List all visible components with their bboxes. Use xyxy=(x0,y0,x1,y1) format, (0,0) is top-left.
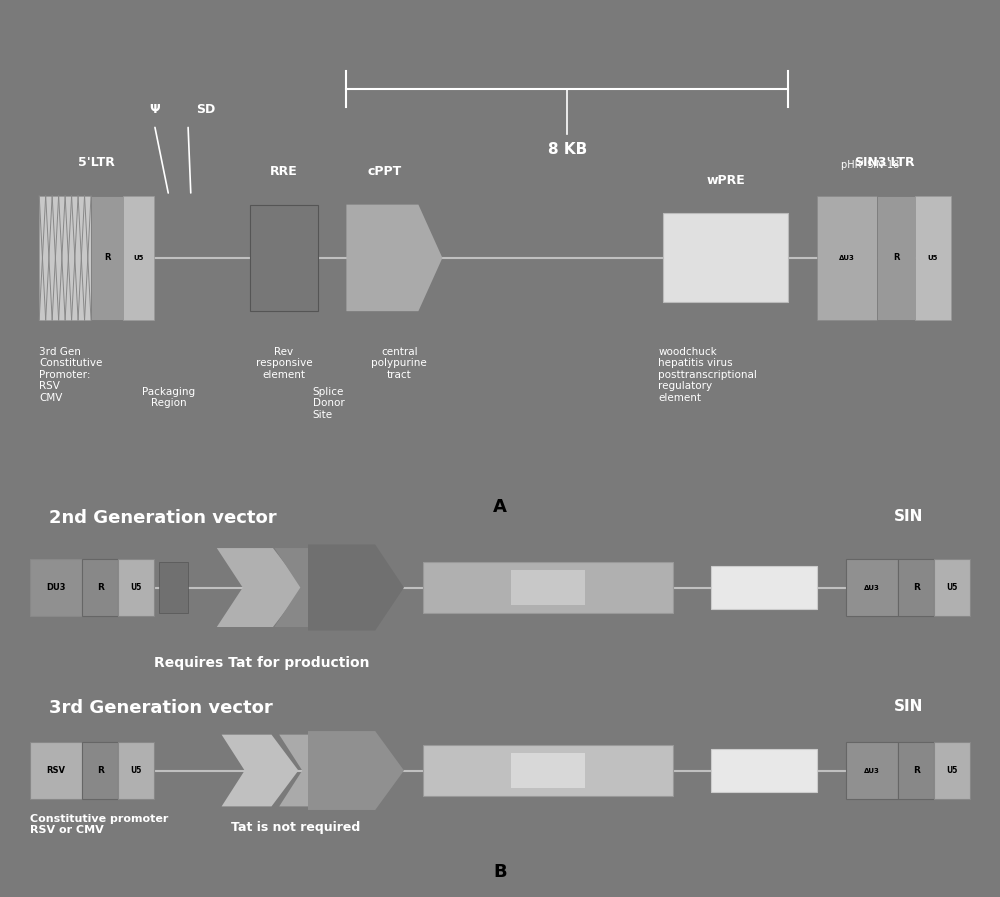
Text: U5: U5 xyxy=(131,766,142,775)
Bar xyxy=(663,213,788,302)
Bar xyxy=(82,742,118,799)
Bar xyxy=(423,745,673,796)
Text: ΔU3: ΔU3 xyxy=(864,768,880,773)
Text: SIN: SIN xyxy=(894,509,923,524)
Text: wPRE: wPRE xyxy=(706,174,745,187)
Text: 3rd Gen
Constitutive
Promoter:
RSV
CMV: 3rd Gen Constitutive Promoter: RSV CMV xyxy=(39,347,103,403)
Bar xyxy=(118,559,154,616)
Polygon shape xyxy=(279,735,356,806)
Bar xyxy=(123,196,154,320)
Text: 8 KB: 8 KB xyxy=(548,143,587,158)
Text: Packaging
Region: Packaging Region xyxy=(142,387,195,408)
Text: RRE: RRE xyxy=(270,165,298,178)
Polygon shape xyxy=(308,544,404,631)
Text: SIN: SIN xyxy=(894,699,923,714)
Bar xyxy=(898,559,934,616)
Bar xyxy=(91,196,123,320)
Bar xyxy=(711,749,817,792)
Bar xyxy=(877,196,915,320)
Text: 2nd Generation vector: 2nd Generation vector xyxy=(49,509,276,527)
Text: Ψ: Ψ xyxy=(149,103,160,116)
Text: ΔU3: ΔU3 xyxy=(839,255,855,261)
Bar xyxy=(934,742,970,799)
Text: Constitutive promoter
RSV or CMV: Constitutive promoter RSV or CMV xyxy=(30,814,168,835)
Polygon shape xyxy=(346,205,442,311)
Text: U5: U5 xyxy=(928,255,938,261)
Bar xyxy=(159,562,188,613)
Polygon shape xyxy=(308,731,404,810)
Bar xyxy=(711,566,817,609)
Text: DU3: DU3 xyxy=(46,583,66,592)
Text: Splice
Donor
Site: Splice Donor Site xyxy=(313,387,345,420)
Bar xyxy=(898,742,934,799)
Text: R: R xyxy=(913,583,920,592)
Bar xyxy=(30,742,82,799)
Text: ΔU3: ΔU3 xyxy=(864,585,880,590)
Text: R: R xyxy=(104,253,110,263)
Bar xyxy=(511,753,585,788)
Bar xyxy=(846,742,898,799)
Bar xyxy=(915,196,951,320)
Text: A: A xyxy=(493,498,507,516)
Bar xyxy=(511,570,585,605)
Text: Requires Tat for production: Requires Tat for production xyxy=(154,656,370,670)
Text: RSV: RSV xyxy=(46,766,65,775)
Text: Tat is not required: Tat is not required xyxy=(231,821,360,833)
Text: U5: U5 xyxy=(947,766,958,775)
Bar xyxy=(250,205,318,311)
Polygon shape xyxy=(274,548,361,627)
Text: R: R xyxy=(97,583,104,592)
Text: Rev
responsive
element: Rev responsive element xyxy=(256,347,312,380)
Polygon shape xyxy=(222,735,298,806)
Text: R: R xyxy=(893,253,899,263)
Text: SIN3'LTR: SIN3'LTR xyxy=(854,156,914,170)
Bar xyxy=(846,559,898,616)
Text: 3rd Generation vector: 3rd Generation vector xyxy=(49,699,273,717)
Bar xyxy=(118,742,154,799)
Text: pHR' SIN-18: pHR' SIN-18 xyxy=(841,161,899,170)
Text: SD: SD xyxy=(196,103,215,116)
Bar xyxy=(82,559,118,616)
Text: 5'LTR: 5'LTR xyxy=(78,156,115,170)
Text: central
polypurine
tract: central polypurine tract xyxy=(371,347,427,380)
Text: R: R xyxy=(97,766,104,775)
Text: U5: U5 xyxy=(131,583,142,592)
Text: woodchuck
hepatitis virus
posttranscriptional
regulatory
element: woodchuck hepatitis virus posttranscript… xyxy=(658,347,757,403)
Text: U5: U5 xyxy=(134,255,144,261)
Text: cPPT: cPPT xyxy=(368,165,402,178)
Bar xyxy=(30,559,82,616)
Text: R: R xyxy=(913,766,920,775)
Text: B: B xyxy=(493,863,507,881)
Bar xyxy=(39,196,91,320)
Text: U5: U5 xyxy=(947,583,958,592)
Polygon shape xyxy=(217,548,303,627)
Bar xyxy=(817,196,877,320)
Bar xyxy=(934,559,970,616)
Bar xyxy=(423,562,673,613)
